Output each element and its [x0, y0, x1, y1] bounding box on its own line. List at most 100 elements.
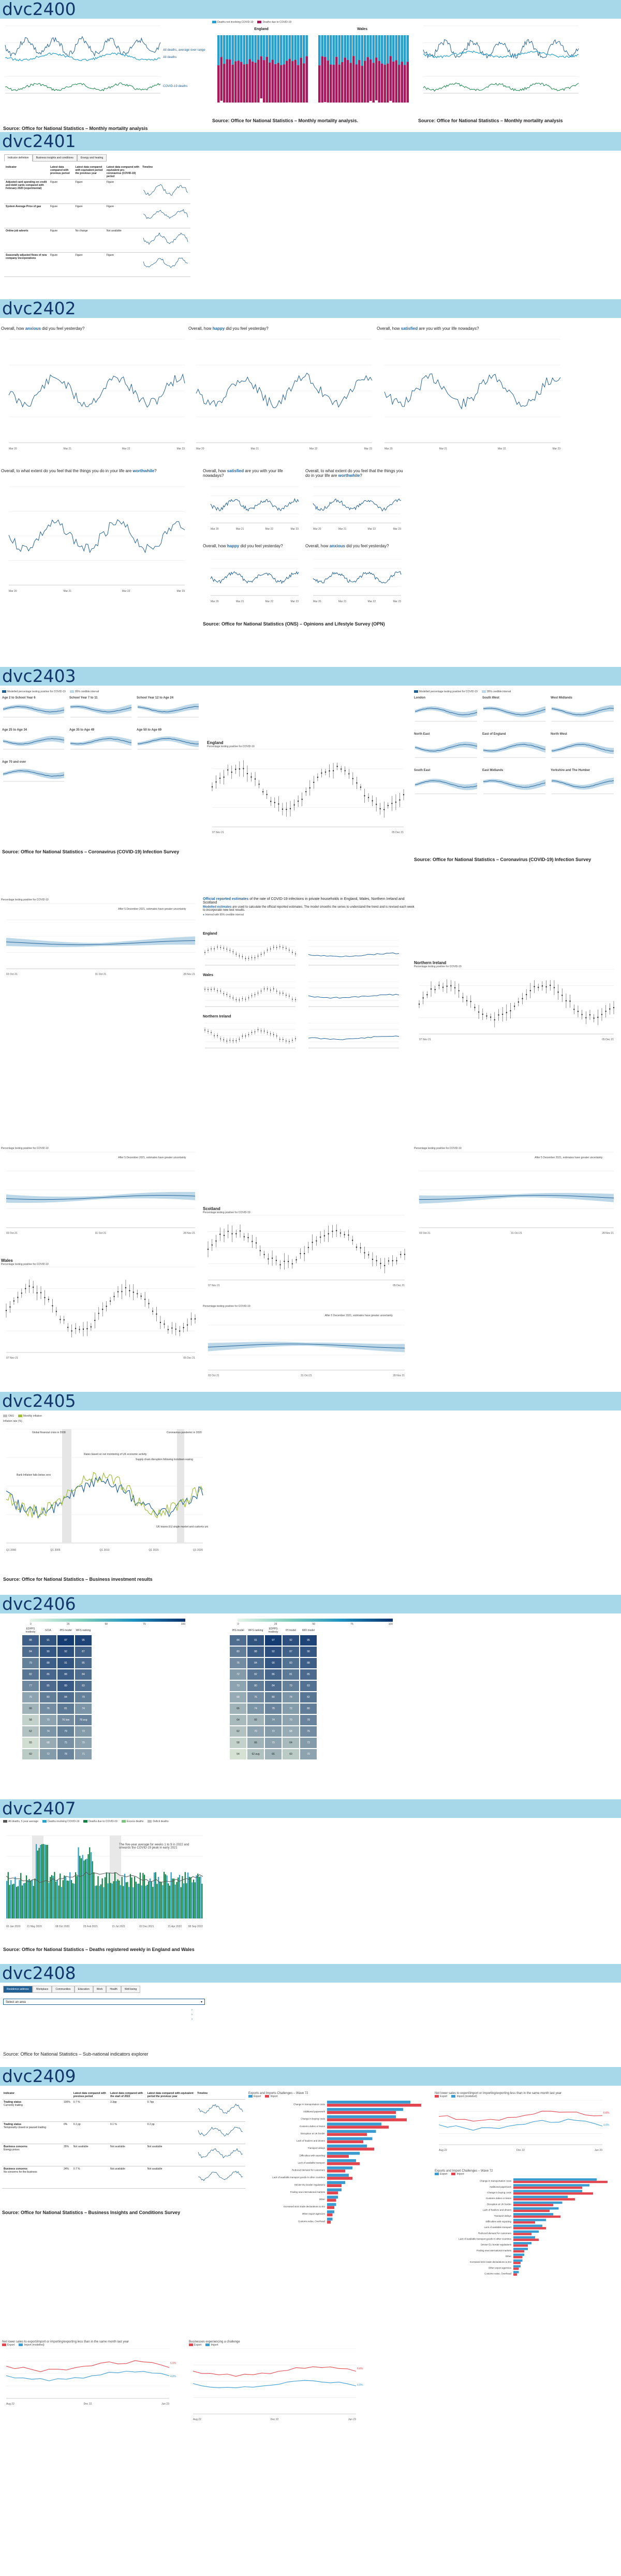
credible-interval — [208, 1342, 405, 1352]
bar-other — [332, 35, 335, 65]
small-multiple: North West — [551, 733, 616, 764]
heatmap-cell: 66 — [247, 1715, 264, 1725]
heatmap-cell: 76 — [300, 1726, 317, 1737]
timeline-sparkline — [143, 257, 188, 268]
export-bar — [327, 2122, 381, 2126]
tab-indicator-definition[interactable]: Indicator definition — [4, 154, 33, 162]
weekly-deaths-bar — [93, 1872, 95, 1918]
bar-covid — [305, 56, 308, 106]
estimate-point — [282, 808, 284, 810]
estimate-line — [70, 706, 132, 712]
bar-other — [300, 35, 302, 58]
weekly-deaths-bar — [64, 1875, 65, 1918]
heatmap-cell: 85 — [75, 1658, 92, 1668]
bar-other — [401, 35, 403, 62]
weekly-deaths-bar — [114, 1872, 116, 1918]
table-row: Business concerns Energy prices 35% Not a… — [2, 2144, 245, 2166]
heatmap-cell: 89 — [57, 1681, 74, 1691]
estimate-point — [90, 1326, 92, 1328]
region-small-multiples: London South West West Midlands North East E… — [414, 696, 619, 852]
tab-business-insights[interactable]: Business insights and conditions — [32, 154, 77, 162]
weekly-deaths-bar — [165, 1874, 166, 1918]
category-label: Stricter EU border regulations — [481, 2244, 512, 2246]
estimate-point — [227, 769, 229, 771]
estimate-point — [220, 947, 221, 948]
import-bar — [513, 2186, 582, 2189]
chevron-right-icon[interactable]: › — [191, 2009, 193, 2012]
section-header-dvc2407: dvc2407 — [0, 1799, 621, 1818]
estimate-point — [245, 958, 246, 959]
x-tick-label: Mar 23 — [290, 600, 299, 603]
chevron-right-icon[interactable]: › — [191, 2018, 193, 2021]
estimate-point — [204, 988, 205, 990]
chevron-right-icon[interactable]: › — [191, 2013, 193, 2016]
bar-other — [226, 35, 228, 60]
estimate-point — [506, 1012, 508, 1013]
exports-bar-chart-2: Exports and Import Challenges – Wave 72 … — [435, 2170, 619, 2282]
category-label: Difficulties with exporting — [486, 2220, 512, 2223]
weekly-deaths-bar — [141, 1885, 142, 1918]
weekly-deaths-bar — [151, 1881, 152, 1918]
estimate-point — [336, 765, 338, 767]
estimate-point — [295, 1038, 296, 1039]
bar-other — [252, 35, 254, 62]
weekly-deaths-bar — [55, 1881, 57, 1918]
tab-residence[interactable]: Residence address — [3, 1986, 33, 1993]
tab-health[interactable]: Health — [106, 1986, 121, 1993]
source-note: Source: Office for National Statistics –… — [3, 2051, 149, 2057]
color-scale-labels: 0 25 50 75 100 — [238, 1623, 393, 1626]
export-bar — [513, 2190, 582, 2192]
bar-other — [283, 35, 285, 65]
x-tick-label: Mar 21 — [439, 447, 448, 450]
weekly-deaths-bar — [100, 1884, 102, 1918]
bar-other — [335, 35, 338, 57]
estimate-point — [179, 1330, 181, 1332]
heatmap-cell: 88 — [22, 1635, 39, 1646]
wellbeing-line — [313, 498, 402, 512]
deaths-legend: Deaths not involving COVID-19 Deaths due… — [212, 21, 291, 24]
bar-covid — [355, 64, 358, 110]
area-select[interactable]: Select an area ▾ — [3, 1999, 205, 2005]
import-bar — [327, 2191, 338, 2194]
estimate-point — [307, 1247, 309, 1248]
x-tick-label: Q1 2010 — [99, 1549, 109, 1552]
bar-other — [406, 35, 409, 62]
estimate-point — [211, 786, 213, 788]
credible-interval — [3, 736, 64, 746]
tab-energy-heating[interactable]: Energy and heating — [77, 154, 107, 162]
england-dot-chart: England Percentage testing positive for … — [207, 740, 409, 844]
weekly-deaths-bar — [17, 1886, 19, 1918]
tab-communities[interactable]: Communities — [52, 1986, 75, 1993]
x-tick-label: Mar 20 — [211, 528, 219, 531]
estimate-point — [255, 1242, 257, 1244]
estimate-point — [171, 1327, 173, 1329]
ci-toggle[interactable]: ● Interval with 95% credible interval — [203, 913, 244, 916]
weekly-deaths-bar — [36, 1844, 37, 1918]
tab-wellbeing[interactable]: Well-being — [121, 1986, 141, 1993]
import-bar — [327, 2133, 367, 2136]
end-label: 4.8% — [170, 2375, 176, 2378]
weekly-deaths-bar — [184, 1872, 186, 1918]
bar-other — [246, 35, 248, 64]
weekly-deaths-bar — [66, 1880, 68, 1918]
small-multiple-svg — [70, 704, 132, 718]
tab-workplace[interactable]: Workplace — [32, 1986, 52, 1993]
import-bar — [327, 2184, 342, 2187]
export-bar — [327, 2181, 345, 2184]
heatmap-row-label: Other White — [212, 1753, 226, 1756]
export-bar — [327, 2159, 356, 2162]
tab-work[interactable]: Work — [93, 1986, 107, 1993]
table-row: Business concerns No concerns for the bus… — [2, 2166, 245, 2189]
estimate-point — [5, 1309, 7, 1312]
estimate-point — [438, 984, 440, 986]
heatmap-cell: 70 — [247, 1726, 264, 1737]
estimate-line — [6, 1195, 196, 1200]
small-multiple-svg — [551, 742, 614, 758]
estimate-line — [308, 994, 400, 999]
small-multiple-title: North West — [551, 733, 567, 736]
weekly-deaths-bar — [125, 1882, 127, 1918]
heatmap-cell: 88 — [300, 1658, 317, 1668]
weekly-deaths-bar — [186, 1883, 187, 1918]
estimate-point — [289, 995, 290, 997]
tab-education[interactable]: Education — [74, 1986, 93, 1993]
